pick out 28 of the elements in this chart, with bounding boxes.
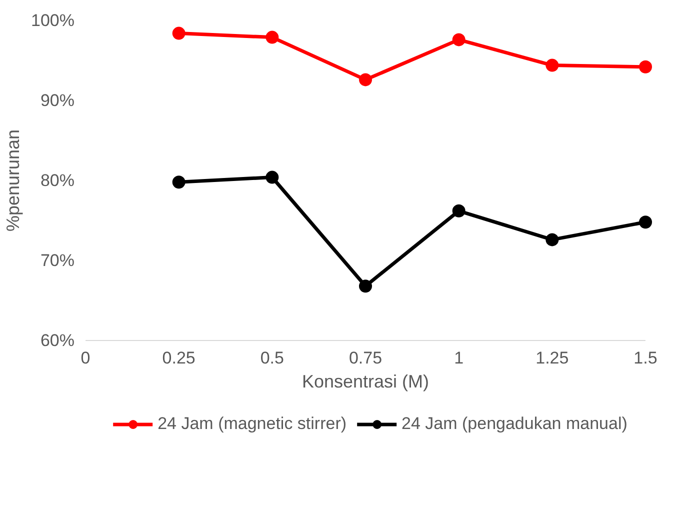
y-tick-label: 100% [31,11,75,30]
point [546,233,559,246]
legend-label: 24 Jam (magnetic stirrer) [158,414,347,434]
point [452,204,466,218]
legend-label: 24 Jam (pengadukan manual) [402,414,628,434]
x-tick-label: 0.75 [348,348,382,368]
x-tick-label: 0.5 [260,348,284,368]
y-tick-label: 80% [40,171,75,190]
y-tick-label: 70% [40,251,75,270]
point [639,216,652,229]
point [172,26,186,40]
x-axis-title: Konsentrasi (M) [302,372,430,392]
x-tick-label: 1 [454,348,464,368]
x-tick-label: 0.25 [162,348,196,368]
point [266,170,279,184]
point [546,58,559,72]
point [359,280,372,293]
point [172,176,186,189]
point [452,33,466,46]
point [639,60,652,74]
x-tick-label: 1.25 [536,348,569,368]
x-tick-label: 1.5 [634,348,658,368]
y-tick-label: 60% [40,331,75,350]
point [266,30,279,44]
y-axis-title: %penurunan [3,129,24,232]
x-tick-label: 0 [80,348,90,368]
point [359,73,372,86]
y-tick-label: 90% [40,91,75,110]
